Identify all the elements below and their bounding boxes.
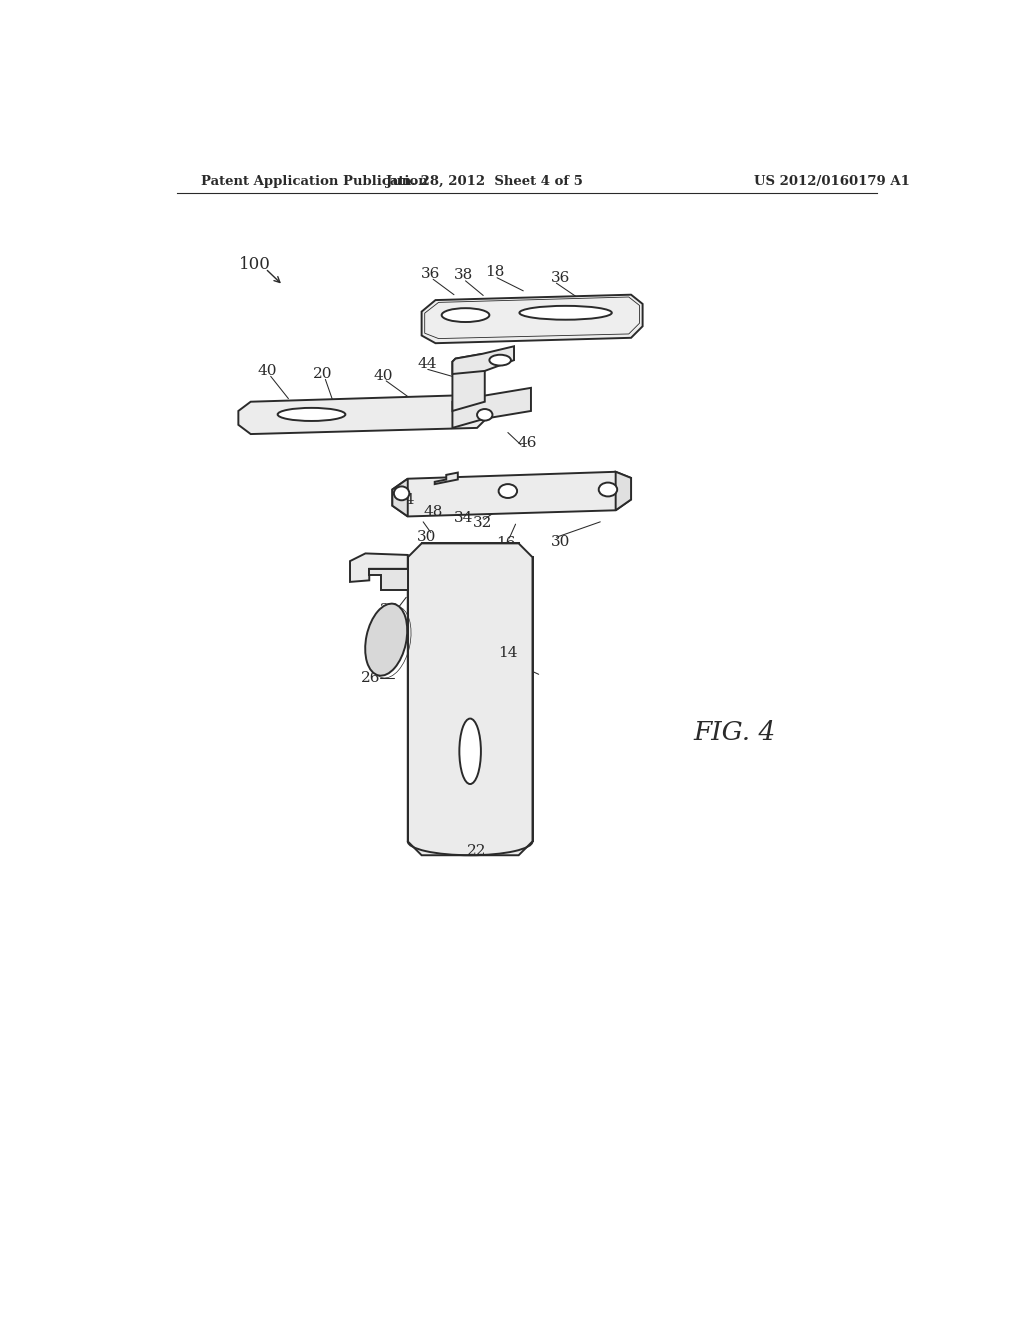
- Text: 40: 40: [258, 364, 278, 378]
- Ellipse shape: [477, 409, 493, 421]
- Text: 46: 46: [517, 437, 537, 450]
- Text: US 2012/0160179 A1: US 2012/0160179 A1: [755, 176, 910, 187]
- Text: 22: 22: [467, 845, 486, 858]
- Text: 16: 16: [497, 536, 516, 550]
- Polygon shape: [392, 479, 408, 516]
- Text: 44: 44: [395, 494, 415, 507]
- Text: 32: 32: [473, 516, 493, 529]
- Ellipse shape: [394, 487, 410, 500]
- Polygon shape: [453, 388, 531, 428]
- Text: 34: 34: [454, 511, 473, 525]
- Text: Patent Application Publication: Patent Application Publication: [202, 176, 428, 187]
- Text: 30: 30: [551, 535, 570, 549]
- Text: 36: 36: [551, 271, 570, 285]
- Text: 30: 30: [418, 531, 436, 544]
- Ellipse shape: [278, 408, 345, 421]
- Text: 44: 44: [417, 356, 437, 371]
- Text: 18: 18: [485, 265, 505, 280]
- Text: 38: 38: [454, 268, 473, 282]
- Text: 20: 20: [313, 367, 333, 381]
- Ellipse shape: [499, 484, 517, 498]
- Ellipse shape: [460, 718, 481, 784]
- Polygon shape: [435, 473, 458, 484]
- Polygon shape: [453, 354, 484, 411]
- Polygon shape: [408, 544, 532, 855]
- Polygon shape: [350, 553, 408, 582]
- Ellipse shape: [519, 306, 611, 319]
- Text: 100: 100: [240, 256, 271, 273]
- Text: 14: 14: [498, 645, 517, 660]
- Ellipse shape: [489, 355, 511, 366]
- Text: 28: 28: [380, 603, 399, 618]
- Text: 40: 40: [374, 368, 393, 383]
- Polygon shape: [370, 569, 408, 590]
- Polygon shape: [422, 294, 643, 343]
- Text: 48: 48: [424, 504, 442, 519]
- Text: 26: 26: [361, 671, 381, 685]
- Ellipse shape: [366, 603, 408, 676]
- Ellipse shape: [599, 483, 617, 496]
- Text: Jun. 28, 2012  Sheet 4 of 5: Jun. 28, 2012 Sheet 4 of 5: [386, 176, 584, 187]
- Polygon shape: [239, 395, 484, 434]
- Text: 36: 36: [421, 267, 440, 281]
- Ellipse shape: [441, 308, 489, 322]
- Polygon shape: [615, 471, 631, 511]
- Text: FIG. 4: FIG. 4: [694, 719, 776, 744]
- Polygon shape: [392, 471, 631, 516]
- Polygon shape: [453, 346, 514, 374]
